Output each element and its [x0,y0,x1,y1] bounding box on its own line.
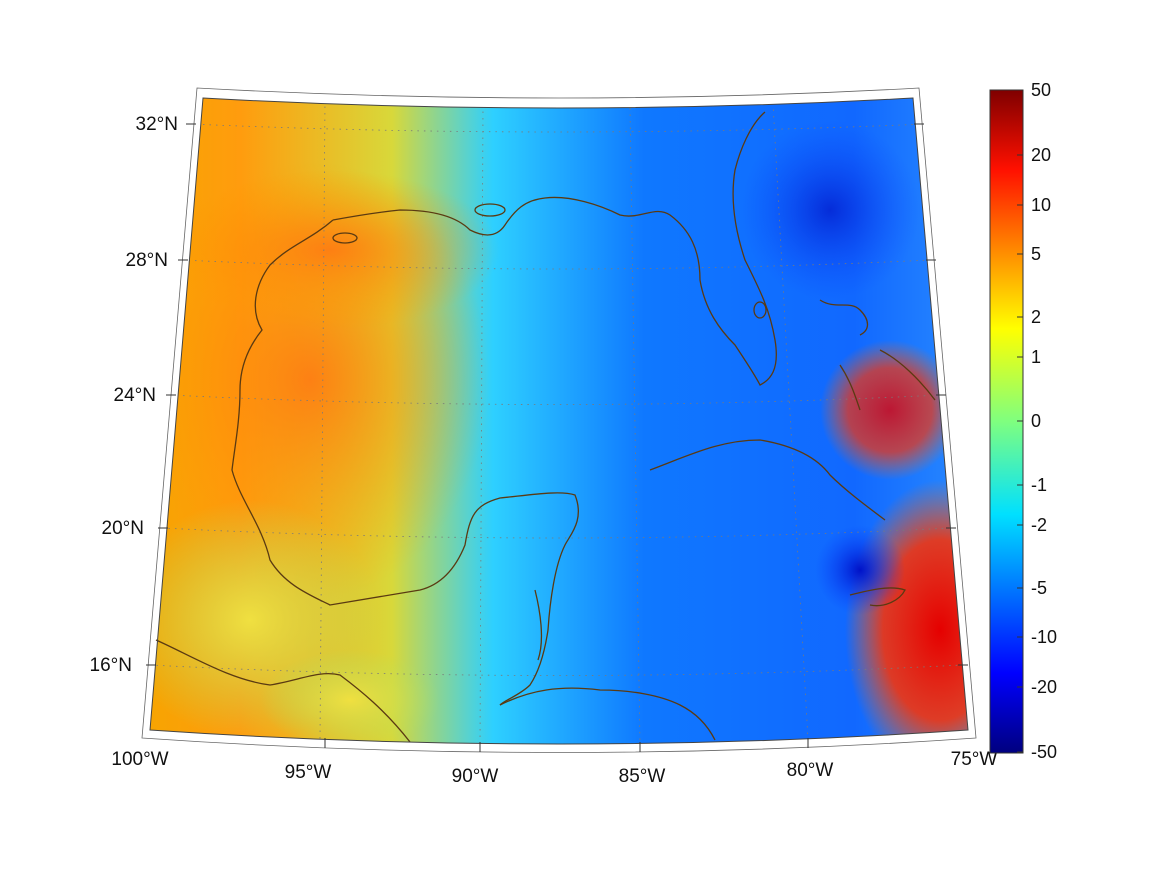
colorbar-tick: 20 [1031,145,1051,165]
frame-ticks [146,123,968,752]
lon-label-95: 95°W [285,762,332,783]
colorbar-tick: 2 [1031,307,1041,327]
colorbar-tick: 10 [1031,195,1051,215]
map-frame [149,97,969,745]
map-outer-frame [141,87,977,753]
colorbar-tick: -10 [1031,627,1057,647]
colorbar-tick: -2 [1031,515,1047,535]
colorbar-tick: -1 [1031,475,1047,495]
colorbar-tick: -20 [1031,677,1057,697]
lat-label-24: 24°N [114,385,156,406]
lon-label-80: 80°W [787,760,834,781]
graticule [150,99,963,744]
colorbar-tick: 50 [1031,80,1051,100]
lon-label-100: 100°W [111,749,168,770]
colorbar-tick: 5 [1031,244,1041,264]
colorbar-gradient [989,89,1024,754]
coastlines [155,111,936,743]
lat-label-16: 16°N [90,655,132,676]
lat-label-32: 32°N [136,114,178,135]
anomaly-field [150,98,968,744]
lon-label-85: 85°W [619,766,666,787]
colorbar-tick: -5 [1031,578,1047,598]
colorbar-tick: -50 [1031,742,1057,762]
colorbar: 50 20 10 5 2 1 0 -1 -2 -5 -10 -20 -50 [989,80,1057,762]
lat-label-28: 28°N [126,250,168,271]
lon-label-75: 75°W [951,749,998,770]
colorbar-tick: 0 [1031,411,1041,431]
lat-label-20: 20°N [102,518,144,539]
colorbar-tick: 1 [1031,347,1041,367]
lon-label-90: 90°W [452,766,499,787]
